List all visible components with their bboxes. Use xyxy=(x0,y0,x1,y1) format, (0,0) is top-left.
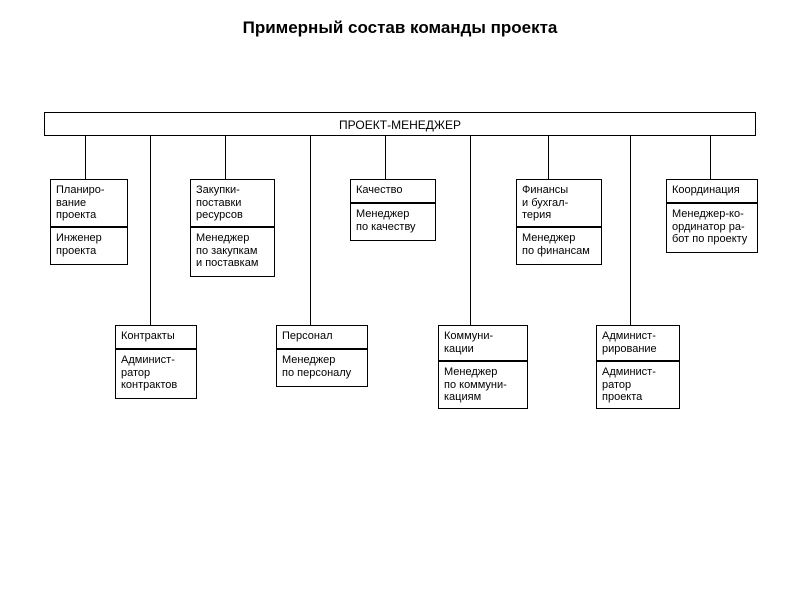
org-box: Менеджерпо закупками поставкам xyxy=(190,227,275,277)
org-box: Планиро-ваниепроекта xyxy=(50,179,128,227)
org-box: Закупки-поставкиресурсов xyxy=(190,179,275,227)
org-box: Админист-раторпроекта xyxy=(596,361,680,409)
connector-line xyxy=(710,136,711,179)
connector-line xyxy=(470,136,471,325)
org-box: Менеджер-ко-ординатор ра-бот по проекту xyxy=(666,203,758,253)
root-box: ПРОЕКТ-МЕНЕДЖЕР xyxy=(44,112,756,136)
org-box: Персонал xyxy=(276,325,368,349)
page-title: Примерный состав команды проекта xyxy=(0,18,800,38)
connector-line xyxy=(85,136,86,179)
org-box: Менеджерпо финансам xyxy=(516,227,602,265)
org-box: Качество xyxy=(350,179,436,203)
connector-line xyxy=(310,136,311,325)
org-box: Координация xyxy=(666,179,758,203)
connector-line xyxy=(548,136,549,179)
connector-line xyxy=(225,136,226,179)
org-box: Инженерпроекта xyxy=(50,227,128,265)
org-box: Менеджерпо качеству xyxy=(350,203,436,241)
org-box: Контракты xyxy=(115,325,197,349)
connector-line xyxy=(630,136,631,325)
connector-line xyxy=(385,136,386,179)
org-box: Коммуни-кации xyxy=(438,325,528,361)
connector-line xyxy=(150,136,151,325)
org-box: Админист-раторконтрактов xyxy=(115,349,197,399)
org-box: Админист-рирование xyxy=(596,325,680,361)
org-box: Менеджерпо коммуни-кациям xyxy=(438,361,528,409)
org-box: Финансыи бухгал-терия xyxy=(516,179,602,227)
org-box: Менеджерпо персоналу xyxy=(276,349,368,387)
